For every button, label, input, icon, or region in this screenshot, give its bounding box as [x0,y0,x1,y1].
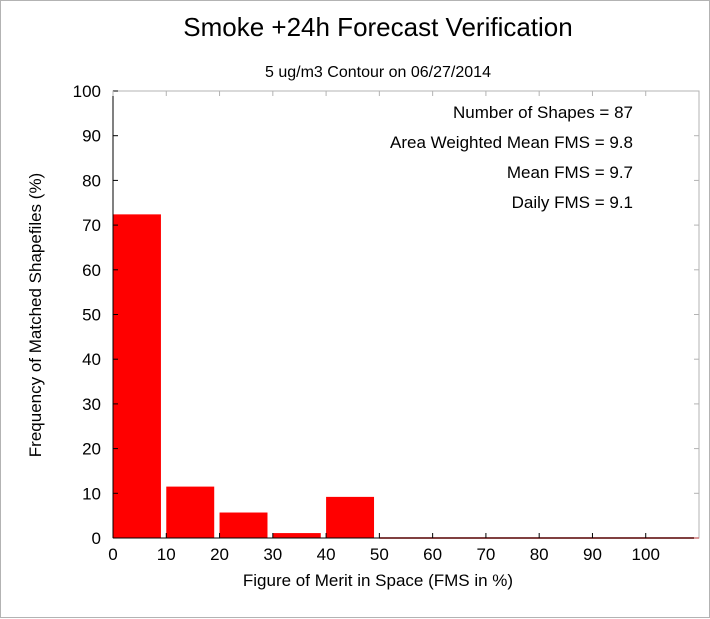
bar-0-9 [113,214,161,538]
y-tick-label-10: 10 [82,484,101,503]
chart-title: Smoke +24h Forecast Verification [183,12,572,42]
stats-annotations: Number of Shapes = 87 Area Weighted Mean … [390,103,633,212]
y-tick-label-60: 60 [82,261,101,280]
y-tick-label-50: 50 [82,306,101,325]
stat-line-0: Number of Shapes = 87 [453,103,633,122]
x-tick-label-30: 30 [263,545,282,564]
x-tick-label-100: 100 [632,545,660,564]
bar-40-49 [326,496,375,538]
y-tick-label-20: 20 [82,440,101,459]
stat-line-1: Area Weighted Mean FMS = 9.8 [390,133,633,152]
y-tick-label-40: 40 [82,350,101,369]
x-tick-label-80: 80 [530,545,549,564]
y-axis-label: Frequency of Matched Shapefiles (%) [26,173,45,457]
x-axis-label: Figure of Merit in Space (FMS in %) [243,571,513,590]
x-tick-label-40: 40 [317,545,336,564]
chart-subtitle: 5 ug/m3 Contour on 06/27/2014 [265,64,491,81]
plot-background [112,90,700,539]
y-tick-label-70: 70 [82,216,101,235]
x-tick-label-60: 60 [423,545,442,564]
y-tick-label-0: 0 [92,529,101,548]
x-tick-label-50: 50 [370,545,389,564]
y-tick-label-90: 90 [82,127,101,146]
bar-30-39 [272,533,321,538]
y-tick-label-100: 100 [73,82,101,101]
stat-line-2: Mean FMS = 9.7 [507,163,633,182]
x-tick-label-20: 20 [210,545,229,564]
ticks-group: 0 10 20 30 40 50 60 70 80 90 100 0 10 20 30 40 50 60 70 80 9… [73,82,699,564]
x-tick-label-0: 0 [108,545,117,564]
y-tick-label-30: 30 [82,395,101,414]
bar-20-29 [219,512,268,538]
x-tick-label-70: 70 [476,545,495,564]
bar-10-19 [166,486,215,538]
x-tick-label-10: 10 [157,545,176,564]
stat-line-3: Daily FMS = 9.1 [512,193,633,212]
y-tick-label-80: 80 [82,171,101,190]
x-tick-label-90: 90 [583,545,602,564]
plot-area [112,90,700,539]
